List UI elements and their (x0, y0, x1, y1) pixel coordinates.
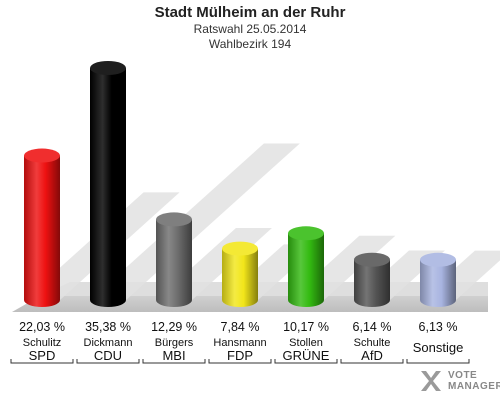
candidate-label: Bürgers (155, 337, 194, 349)
candidate-label: Stollen (289, 337, 323, 349)
candidate-label: Schulte (354, 337, 391, 349)
bar-top (288, 226, 324, 241)
bar-body (90, 68, 126, 307)
bar-body (222, 248, 258, 307)
bar-top (354, 252, 390, 267)
bar-shadow (90, 143, 300, 300)
bar-top (90, 61, 126, 75)
vote-manager-x-icon (421, 371, 441, 391)
chart-title: Stadt Mülheim an der Ruhr (154, 4, 346, 21)
bar-mbi (156, 212, 192, 307)
value-label: 7,84 % (221, 320, 260, 334)
party-bracket (142, 359, 206, 364)
party-bracket (10, 359, 74, 364)
candidate-label: Schulitz (23, 337, 62, 349)
party-bracket (274, 359, 338, 364)
value-label: 10,17 % (283, 320, 329, 334)
brand-line-2: MANAGER (448, 381, 500, 392)
party-label: AfD (361, 348, 383, 363)
bar-fdp (222, 241, 258, 307)
bar-body (156, 219, 192, 307)
party-label: SPD (29, 348, 56, 363)
party-label: GRÜNE (283, 348, 330, 363)
value-label: 6,13 % (419, 320, 458, 334)
bar-top (24, 148, 60, 163)
candidate-label: Dickmann (84, 337, 133, 349)
brand-line-1: VOTE (448, 370, 478, 381)
candidate-label: Hansmann (213, 337, 266, 349)
bar-spd (24, 148, 60, 307)
bars (24, 61, 456, 307)
value-label: 35,38 % (85, 320, 131, 334)
value-label: 12,29 % (151, 320, 197, 334)
party-label: FDP (227, 348, 253, 363)
chart-subtitle-district: Wahlbezirk 194 (208, 37, 292, 51)
party-bracket (340, 359, 404, 364)
party-bracket (208, 359, 272, 364)
party-bracket (76, 359, 140, 364)
bar-top (420, 252, 456, 267)
bar-cdu (90, 61, 126, 307)
party-label: Sonstige (413, 340, 464, 355)
party-label: CDU (94, 348, 122, 363)
bar-sonstige (420, 252, 456, 307)
bar-afd (354, 252, 390, 307)
bar-body (24, 155, 60, 307)
bar-body (288, 233, 324, 307)
bar-body (354, 259, 390, 307)
bar-top (222, 241, 258, 256)
vote-manager-logo: VOTE MANAGER (418, 367, 500, 397)
bar-top (156, 212, 192, 227)
party-bracket (406, 359, 470, 364)
value-label: 22,03 % (19, 320, 65, 334)
value-label: 6,14 % (353, 320, 392, 334)
bar-body (420, 259, 456, 307)
party-label: MBI (162, 348, 185, 363)
chart-header: Stadt Mülheim an der Ruhr Ratswahl 25.05… (0, 4, 500, 52)
chart-subtitle-election: Ratswahl 25.05.2014 (193, 22, 307, 36)
bar-grüne (288, 226, 324, 307)
